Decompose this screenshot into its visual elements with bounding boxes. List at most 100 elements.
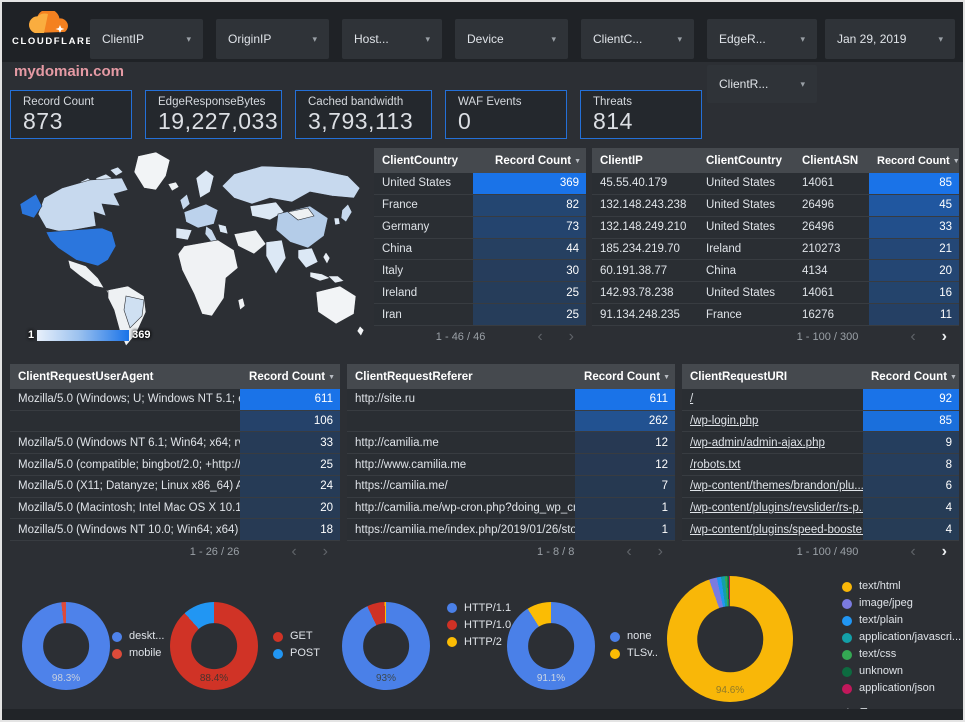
donut-chart-http-protocol[interactable]: 93% <box>342 602 430 690</box>
prev-page-icon[interactable]: ‹ <box>626 543 632 561</box>
table-row[interactable]: https://camilia.me/index.php/2019/01/26/… <box>347 519 675 542</box>
filter-chip-host[interactable]: Host... ▾ <box>342 19 442 59</box>
next-page-icon[interactable]: › <box>657 543 663 561</box>
legend-item[interactable]: unknown <box>842 665 961 678</box>
filter-chip-device[interactable]: Device ▾ <box>455 19 568 59</box>
table-row[interactable]: 142.93.78.238 United States 14061 16 <box>592 282 959 305</box>
table-row[interactable]: France 82 <box>374 194 586 217</box>
legend-item[interactable]: deskt... <box>112 630 164 643</box>
column-header-clientip[interactable]: ClientIP <box>600 154 643 167</box>
legend-item[interactable]: mobile <box>112 647 164 660</box>
filter-chip-clientc[interactable]: ClientC... ▾ <box>581 19 694 59</box>
prev-page-icon[interactable]: ‹ <box>537 328 543 346</box>
column-header-clientcountry[interactable]: ClientCountry <box>382 154 459 167</box>
legend-item[interactable]: text/plain <box>842 614 961 627</box>
legend-item[interactable]: POST <box>273 647 320 660</box>
uri-link[interactable]: /wp-content/themes/brandon/plu... <box>690 480 863 493</box>
legend-item[interactable]: text/css <box>842 648 961 661</box>
column-header-clientrequestreferer[interactable]: ClientRequestReferer <box>355 370 473 383</box>
map-color-legend: 1 369 <box>28 329 150 341</box>
column-header-record-count[interactable]: Record Count ▼ <box>877 154 960 167</box>
table-row[interactable]: 91.134.248.235 France 16276 11 <box>592 304 959 327</box>
prev-page-icon[interactable]: ‹ <box>291 543 297 561</box>
table-row[interactable]: 45.55.40.179 United States 14061 85 <box>592 173 959 195</box>
table-row[interactable]: Mozilla/5.0 (compatible; bingbot/2.0; +h… <box>10 454 340 476</box>
filter-chip-originip[interactable]: OriginIP ▾ <box>216 19 329 59</box>
table-row[interactable]: http://site.ru 611 <box>347 389 675 411</box>
legend-item[interactable]: HTTP/1.1 <box>447 602 511 615</box>
table-row[interactable]: http://camilia.me 12 <box>347 432 675 455</box>
table-row[interactable]: United States 369 <box>374 173 586 195</box>
table-row[interactable]: /wp-login.php 85 <box>682 410 959 433</box>
world-map[interactable] <box>10 148 372 353</box>
prev-page-icon[interactable]: ‹ <box>910 328 916 346</box>
donut-chart-content-type[interactable]: 94.6% <box>667 576 793 702</box>
table-row[interactable]: Mozilla/5.0 (Windows NT 10.0; Win64; x64… <box>10 519 340 542</box>
legend-item[interactable]: TLSv.. <box>610 647 658 660</box>
legend-item[interactable]: HTTP/2 <box>447 636 505 649</box>
uri-link[interactable]: / <box>690 393 694 406</box>
table-row[interactable]: 132.148.249.210 United States 26496 33 <box>592 216 959 239</box>
donut-chart-request-method[interactable]: 88.4% <box>170 602 258 690</box>
legend-item[interactable]: image/jpeg <box>842 597 961 610</box>
table-row[interactable]: Mozilla/5.0 (Windows NT 6.1; Win64; x64;… <box>10 432 340 455</box>
table-row[interactable]: 106 <box>10 410 340 433</box>
table-row[interactable]: Germany 73 <box>374 216 586 239</box>
table-row[interactable]: 132.148.243.238 United States 26496 45 <box>592 194 959 217</box>
legend-item[interactable]: application/javascri... <box>842 631 961 644</box>
legend-item[interactable]: text/html <box>842 580 961 593</box>
table-row[interactable]: / 92 <box>682 389 959 411</box>
uri-link[interactable]: /wp-content/plugins/revslider/rs-p... <box>690 501 863 514</box>
column-header-clientrequestuseragent[interactable]: ClientRequestUserAgent <box>18 370 154 383</box>
table-row[interactable]: /wp-admin/admin-ajax.php 9 <box>682 432 959 455</box>
uri-link[interactable]: /robots.txt <box>690 458 741 471</box>
table-row[interactable]: https://camilia.me/7 <box>347 475 675 498</box>
legend-label: text/html <box>859 580 901 592</box>
date-range-filter[interactable]: Jan 29, 2019 ▾ <box>825 19 955 59</box>
table-row[interactable]: Iran 25 <box>374 304 586 327</box>
table-row[interactable]: China 44 <box>374 238 586 261</box>
legend-item[interactable]: HTTP/1.0 <box>447 619 511 632</box>
table-row[interactable]: Ireland 25 <box>374 282 586 305</box>
legend-item[interactable]: GET <box>273 630 320 643</box>
table-row[interactable]: 60.191.38.77 China 4134 20 <box>592 260 959 283</box>
table-row[interactable]: /wp-content/plugins/speed-booste... 4 <box>682 519 959 542</box>
table-row[interactable]: /wp-content/plugins/revslider/rs-p... 4 <box>682 497 959 520</box>
filter-chip-clientip[interactable]: ClientIP ▾ <box>90 19 203 59</box>
column-header-record-count[interactable]: Record Count ▼ <box>871 370 957 383</box>
column-header-record-count[interactable]: Record Count ▼ <box>584 370 670 383</box>
table-cell: 16276 <box>802 308 834 321</box>
donut-chart-tls-version[interactable]: 91.1% <box>507 602 595 690</box>
donut-chart-device-type[interactable]: 98.3% <box>22 602 110 690</box>
table-row[interactable]: 262 <box>347 410 675 433</box>
legend-item[interactable]: none <box>610 630 658 643</box>
filter-chip-edger[interactable]: EdgeR... ▾ <box>707 19 817 59</box>
column-header-record-count[interactable]: Record Count ▼ <box>495 154 581 167</box>
table-row[interactable]: Mozilla/5.0 (Windows; U; Windows NT 5.1;… <box>10 389 340 411</box>
table-cell: France <box>706 308 742 321</box>
table-cell: 142.93.78.238 <box>600 286 674 299</box>
uri-link[interactable]: /wp-content/plugins/speed-booste... <box>690 523 863 536</box>
prev-page-icon[interactable]: ‹ <box>910 543 916 561</box>
column-header-clientcountry[interactable]: ClientCountry <box>706 154 783 167</box>
table-row[interactable]: Mozilla/5.0 (Macintosh; Intel Mac OS X 1… <box>10 497 340 520</box>
column-header-clientasn[interactable]: ClientASN <box>802 154 859 167</box>
filter-chip-clientrequest[interactable]: ClientR... ▾ <box>707 65 817 103</box>
table-row[interactable]: /wp-content/themes/brandon/plu... 6 <box>682 475 959 498</box>
next-page-icon[interactable]: › <box>941 328 947 346</box>
uri-link[interactable]: /wp-admin/admin-ajax.php <box>690 436 825 449</box>
table-row[interactable]: Mozilla/5.0 (X11; Datanyze; Linux x86_64… <box>10 475 340 498</box>
table-row[interactable]: Italy 30 <box>374 260 586 283</box>
next-page-icon[interactable]: › <box>322 543 328 561</box>
uri-link[interactable]: /wp-login.php <box>690 415 759 428</box>
table-row[interactable]: /robots.txt 8 <box>682 454 959 476</box>
table-row[interactable]: 185.234.219.70 Ireland 210273 21 <box>592 238 959 261</box>
next-page-icon[interactable]: › <box>568 328 574 346</box>
table-row[interactable]: http://camilia.me/wp-cron.php?doing_wp_c… <box>347 497 675 520</box>
legend-min: 1 <box>28 329 35 341</box>
legend-item[interactable]: application/json <box>842 682 961 695</box>
table-row[interactable]: http://www.camilia.me 12 <box>347 454 675 476</box>
column-header-clientrequesturi[interactable]: ClientRequestURI <box>690 370 788 383</box>
next-page-icon[interactable]: › <box>941 543 947 561</box>
column-header-record-count[interactable]: Record Count ▼ <box>249 370 335 383</box>
